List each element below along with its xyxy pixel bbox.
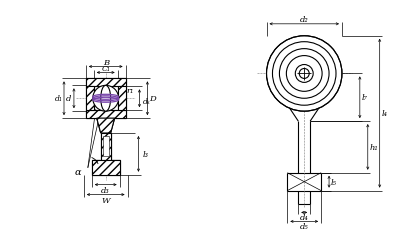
Text: r₁: r₁ — [127, 87, 134, 95]
Circle shape — [93, 86, 118, 112]
Circle shape — [266, 36, 342, 112]
Polygon shape — [118, 87, 126, 111]
Polygon shape — [101, 134, 111, 160]
Polygon shape — [86, 111, 126, 119]
Text: d₂: d₂ — [300, 16, 309, 24]
Text: l₃: l₃ — [142, 150, 148, 158]
Polygon shape — [97, 119, 115, 134]
Text: B: B — [103, 58, 109, 66]
Text: l₄: l₄ — [382, 110, 388, 118]
Text: d: d — [66, 95, 72, 103]
Text: D: D — [149, 95, 156, 103]
Text: d₄: d₄ — [300, 213, 309, 222]
Text: W: W — [101, 196, 110, 204]
Polygon shape — [92, 160, 120, 175]
Text: l₅: l₅ — [331, 178, 337, 186]
Bar — [103, 136, 109, 156]
Text: C₁: C₁ — [101, 65, 110, 73]
Text: d₅: d₅ — [300, 222, 309, 230]
Ellipse shape — [101, 86, 111, 112]
Text: h₁: h₁ — [369, 143, 378, 151]
Text: d₃: d₃ — [101, 186, 110, 194]
Text: l₇: l₇ — [362, 94, 368, 102]
Polygon shape — [86, 79, 126, 87]
Text: dₖ: dₖ — [142, 98, 150, 106]
Polygon shape — [86, 87, 94, 111]
Text: d₁: d₁ — [55, 95, 63, 103]
Text: α: α — [74, 167, 81, 176]
